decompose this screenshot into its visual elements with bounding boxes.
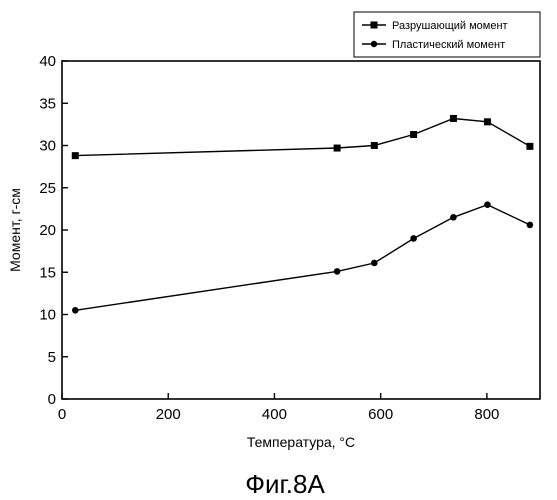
y-tick-label: 30 (39, 138, 56, 155)
y-tick-label: 35 (39, 95, 56, 112)
data-point-circle (484, 201, 491, 208)
data-point-square (450, 115, 457, 122)
y-tick-label: 15 (39, 264, 56, 281)
y-tick-label: 40 (39, 53, 56, 70)
y-tick-label: 10 (39, 307, 56, 324)
legend-label: Пластический момент (392, 39, 505, 51)
x-tick-label: 600 (368, 406, 393, 423)
data-point-square (371, 142, 378, 149)
series-line (75, 119, 530, 156)
figure-caption: Фиг.8A (245, 469, 325, 499)
x-tick-label: 400 (262, 406, 287, 423)
y-tick-label: 20 (39, 222, 56, 239)
data-point-circle (72, 307, 79, 314)
series-line (75, 205, 530, 311)
x-tick-label: 800 (474, 406, 499, 423)
y-axis-title: Момент, г-см (7, 188, 23, 272)
data-point-circle (527, 222, 534, 229)
plot-area (62, 61, 540, 399)
data-point-square (410, 131, 417, 138)
data-point-square (484, 118, 491, 125)
legend-label: Разрушающий момент (392, 20, 508, 32)
legend: Разрушающий момент Пластический момент (354, 12, 540, 57)
y-tick-label: 25 (39, 180, 56, 197)
x-tick-label: 200 (156, 406, 181, 423)
data-point-square (334, 145, 341, 152)
x-tick-label: 0 (58, 406, 66, 423)
y-axis: 0 5 10 15 20 25 30 35 40 (39, 53, 68, 408)
data-point-circle (334, 268, 341, 275)
y-tick-label: 5 (48, 349, 56, 366)
x-axis-title: Температура, °C (247, 434, 355, 450)
data-point-circle (410, 235, 417, 242)
data-point-square (526, 143, 533, 150)
x-axis: 0 200 400 600 800 (58, 393, 500, 423)
legend-circle-marker (371, 41, 377, 47)
legend-square-marker (371, 22, 378, 29)
y-tick-label: 0 (48, 391, 56, 408)
plot-frame (62, 61, 540, 399)
data-point-circle (371, 260, 378, 267)
data-point-square (72, 152, 79, 159)
data-point-circle (450, 214, 457, 221)
series-layer (72, 115, 534, 314)
